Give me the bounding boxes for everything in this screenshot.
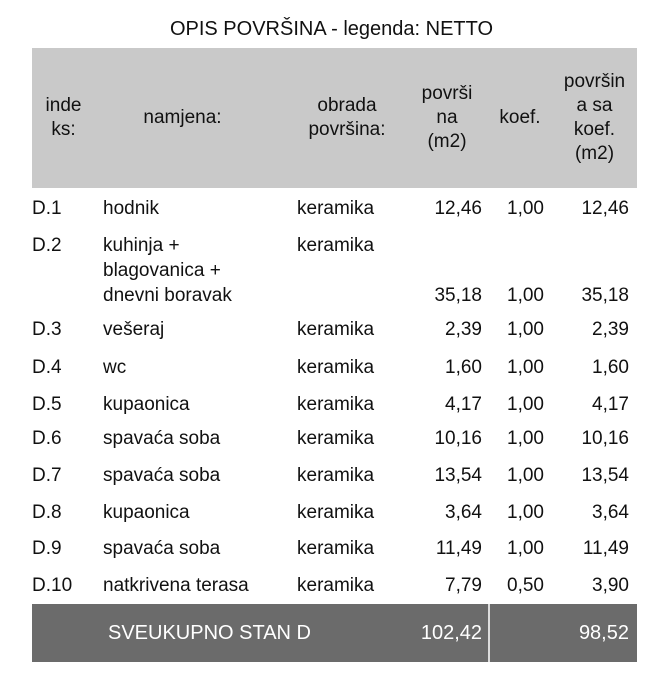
row-finish: keramika: [297, 502, 375, 523]
row-index: D.4: [32, 357, 62, 378]
row-name: kupaonica: [103, 502, 190, 523]
row-area: 13,54: [434, 465, 482, 486]
row-index: D.2: [32, 235, 62, 256]
row-area-coef: 4,17: [592, 394, 629, 415]
row-finish: keramika: [297, 465, 375, 486]
row-area-coef: 3,64: [592, 502, 629, 523]
row-finish: keramika: [297, 198, 375, 219]
header-coef: koef.: [499, 107, 541, 128]
row-area: 7,79: [445, 575, 482, 596]
table-title: OPIS POVRŠINA - legenda: NETTO: [169, 18, 494, 40]
row-coef: 1,00: [507, 357, 544, 378]
table-header: inde ks: namjena: obrada površina: površ…: [32, 48, 637, 188]
total-label: SVEUKUPNO STAN D: [108, 622, 311, 644]
header-finish: obrada površina:: [308, 95, 386, 140]
row-area: 4,17: [445, 394, 482, 415]
row-coef: 1,00: [507, 465, 544, 486]
row-index: D.10: [32, 575, 73, 596]
total-separator: [488, 604, 490, 662]
row-coef: 1,00: [507, 428, 544, 449]
row-name: vešeraj: [103, 319, 165, 340]
row-area-coef: 35,18: [581, 285, 629, 306]
row-area-coef: 12,46: [581, 198, 629, 219]
header-area: površi na (m2): [421, 83, 473, 152]
row-coef: 1,00: [507, 502, 544, 523]
row-name: spavaća soba: [103, 428, 221, 449]
row-area: 3,64: [445, 502, 482, 523]
row-area-coef: 3,90: [592, 575, 629, 596]
row-name: spavaća soba: [103, 538, 221, 559]
row-finish: keramika: [297, 357, 375, 378]
row-area: 12,46: [434, 198, 482, 219]
row-coef: 0,50: [507, 575, 544, 596]
row-name: wc: [103, 357, 127, 378]
row-area: 35,18: [434, 285, 482, 306]
row-index: D.8: [32, 502, 62, 523]
row-finish: keramika: [297, 235, 375, 256]
row-finish: keramika: [297, 538, 375, 559]
row-area-coef: 13,54: [581, 465, 629, 486]
row-name: spavaća soba: [103, 465, 221, 486]
row-coef: 1,00: [507, 198, 544, 219]
row-area: 10,16: [434, 428, 482, 449]
row-name: kuhinja + blagovanica + dnevni boravak: [103, 235, 232, 306]
header-index: inde ks:: [45, 95, 82, 140]
row-finish: keramika: [297, 575, 375, 596]
row-coef: 1,00: [507, 319, 544, 340]
row-index: D.6: [32, 428, 62, 449]
row-area-coef: 2,39: [592, 319, 629, 340]
header-area-coef: površin a sa koef. (m2): [563, 71, 626, 164]
row-index: D.9: [32, 538, 62, 559]
row-finish: keramika: [297, 319, 375, 340]
total-row: SVEUKUPNO STAN D 102,42 98,52: [32, 604, 637, 662]
row-area: 1,60: [445, 357, 482, 378]
row-coef: 1,00: [507, 538, 544, 559]
row-coef: 1,00: [507, 394, 544, 415]
row-index: D.7: [32, 465, 62, 486]
total-area: 102,42: [420, 622, 482, 644]
row-area-coef: 1,60: [592, 357, 629, 378]
row-name: natkrivena terasa: [103, 575, 249, 596]
row-name: hodnik: [103, 198, 159, 219]
row-index: D.5: [32, 394, 62, 415]
row-name: kupaonica: [103, 394, 190, 415]
row-coef: 1,00: [507, 285, 544, 306]
row-area: 2,39: [445, 319, 482, 340]
row-area-coef: 11,49: [582, 538, 629, 559]
row-area-coef: 10,16: [581, 428, 629, 449]
row-finish: keramika: [297, 394, 375, 415]
total-area-coef: 98,52: [578, 622, 629, 644]
row-finish: keramika: [297, 428, 375, 449]
row-index: D.1: [32, 198, 62, 219]
row-index: D.3: [32, 319, 62, 340]
header-name: namjena:: [143, 107, 222, 128]
row-area: 11,49: [435, 538, 482, 559]
